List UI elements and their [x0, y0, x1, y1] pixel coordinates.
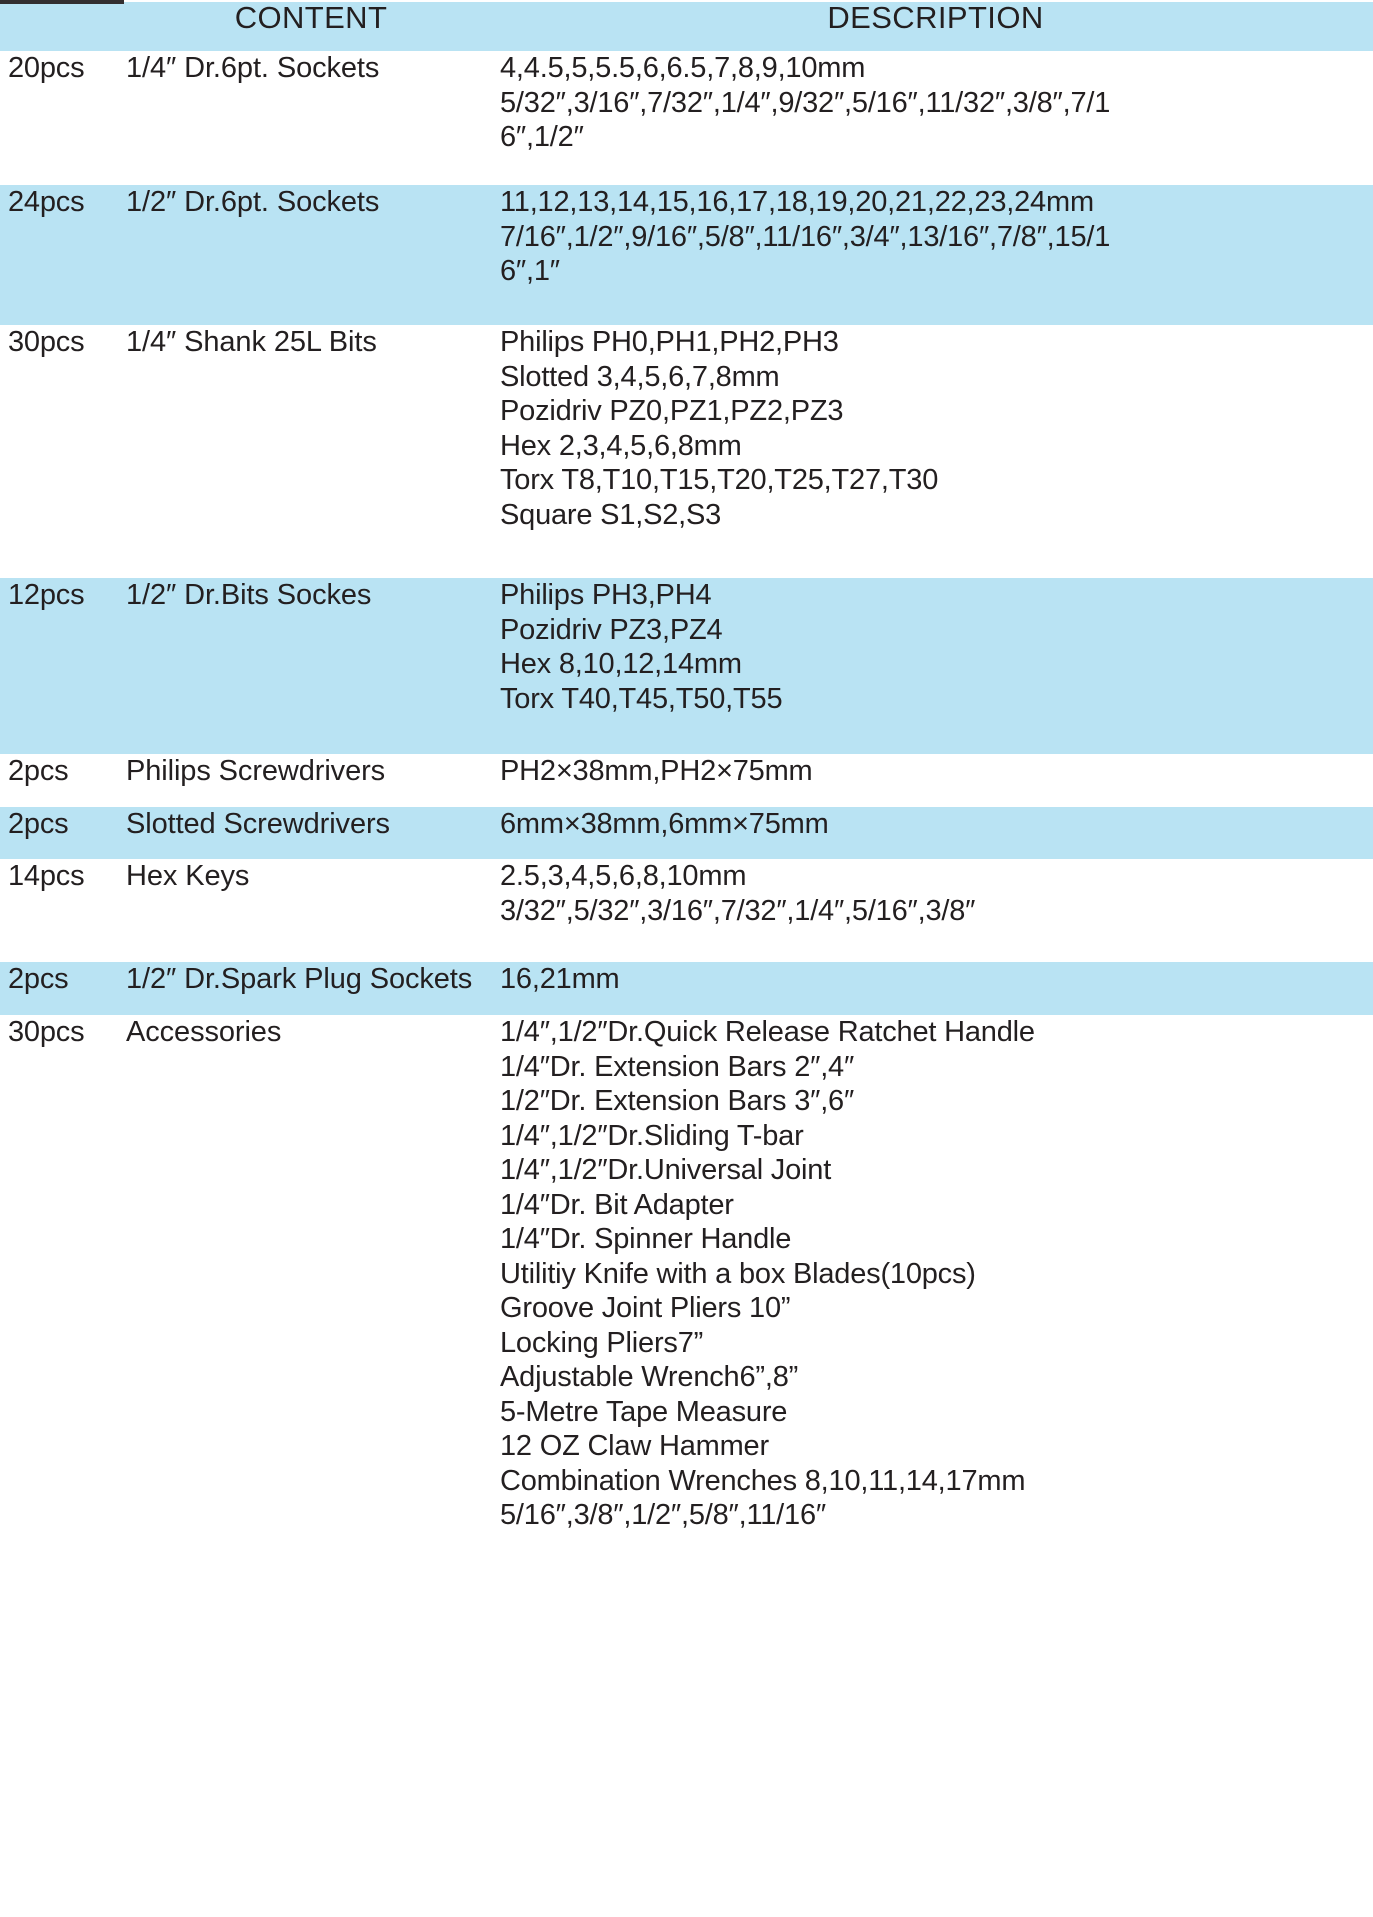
table-header: CONTENT DESCRIPTION [0, 0, 1373, 51]
row-content: Hex Keys [126, 860, 250, 892]
table-row: 24pcs 1/2″ Dr.6pt. Sockets 11,12,13,14,15,… [0, 185, 1373, 325]
row-content: 1/2″ Dr.6pt. Sockets [126, 186, 380, 218]
row-quantity: 24pcs [8, 186, 85, 218]
row-description: 11,12,13,14,15,16,17,18,19,20,21,22,23,2… [500, 186, 1111, 287]
table-row: 20pcs 1/4″ Dr.6pt. Sockets 4,4.5,5,5.5,6,6… [0, 51, 1373, 185]
row-description: 4,4.5,5,5.5,6,6.5,7,8,9,10mm 5/32″,3/16″… [500, 52, 1111, 153]
table-row: 2pcs 1/2″ Dr.Spark Plug Sockets 16,21mm [0, 962, 1373, 1015]
column-header-description: DESCRIPTION [827, 0, 1044, 35]
row-description: 2.5,3,4,5,6,8,10mm 3/32″,5/32″,3/16″,7/3… [500, 860, 976, 927]
table-header-row: CONTENT DESCRIPTION [0, 0, 1373, 51]
row-quantity: 2pcs [8, 963, 69, 995]
table-row: 30pcs Accessories 1/4″,1/2″Dr.Quick Releas… [0, 1015, 1373, 1628]
row-description: Philips PH0,PH1,PH2,PH3 Slotted 3,4,5,6,… [500, 326, 939, 531]
table-row: 14pcs Hex Keys 2.5,3,4,5,6,8,10mm 3/32″,5/… [0, 859, 1373, 962]
row-description: PH2×38mm,PH2×75mm [500, 755, 813, 787]
row-content: Slotted Screwdrivers [126, 808, 390, 840]
row-quantity: 30pcs [8, 1016, 85, 1048]
row-description: 6mm×38mm,6mm×75mm [500, 808, 829, 840]
row-quantity: 2pcs [8, 755, 69, 787]
row-description: Philips PH3,PH4 Pozidriv PZ3,PZ4 Hex 8,1… [500, 579, 783, 715]
row-quantity: 20pcs [8, 52, 85, 84]
row-content: 1/2″ Dr.Spark Plug Sockets [126, 963, 473, 995]
table-row: 30pcs 1/4″ Shank 25L Bits Philips PH0,PH1,… [0, 325, 1373, 578]
row-content: 1/2″ Dr.Bits Sockes [126, 579, 372, 611]
table-row: 12pcs 1/2″ Dr.Bits Sockes Philips PH3,PH4 … [0, 578, 1373, 754]
row-content: 1/4″ Shank 25L Bits [126, 326, 377, 358]
column-header-content: CONTENT [234, 0, 388, 35]
product-contents-table: CONTENT DESCRIPTION 20pcs 1/4″ Dr.6pt. So… [0, 0, 1373, 1628]
table-row: 2pcs Philips Screwdrivers PH2×38mm,PH2×75m… [0, 754, 1373, 807]
column-header-quantity [0, 0, 124, 51]
row-content: Philips Screwdrivers [126, 755, 386, 787]
row-content: Accessories [126, 1016, 282, 1048]
row-quantity: 14pcs [8, 860, 85, 892]
row-description: 1/4″,1/2″Dr.Quick Release Ratchet Handle… [500, 1016, 1035, 1531]
table-body: 20pcs 1/4″ Dr.6pt. Sockets 4,4.5,5,5.5,6,6… [0, 51, 1373, 1628]
row-quantity: 2pcs [8, 808, 69, 840]
table-row: 2pcs Slotted Screwdrivers 6mm×38mm,6mm×75m… [0, 807, 1373, 859]
row-quantity: 30pcs [8, 326, 85, 358]
row-content: 1/4″ Dr.6pt. Sockets [126, 52, 380, 84]
row-description: 16,21mm [500, 963, 620, 995]
row-quantity: 12pcs [8, 579, 85, 611]
